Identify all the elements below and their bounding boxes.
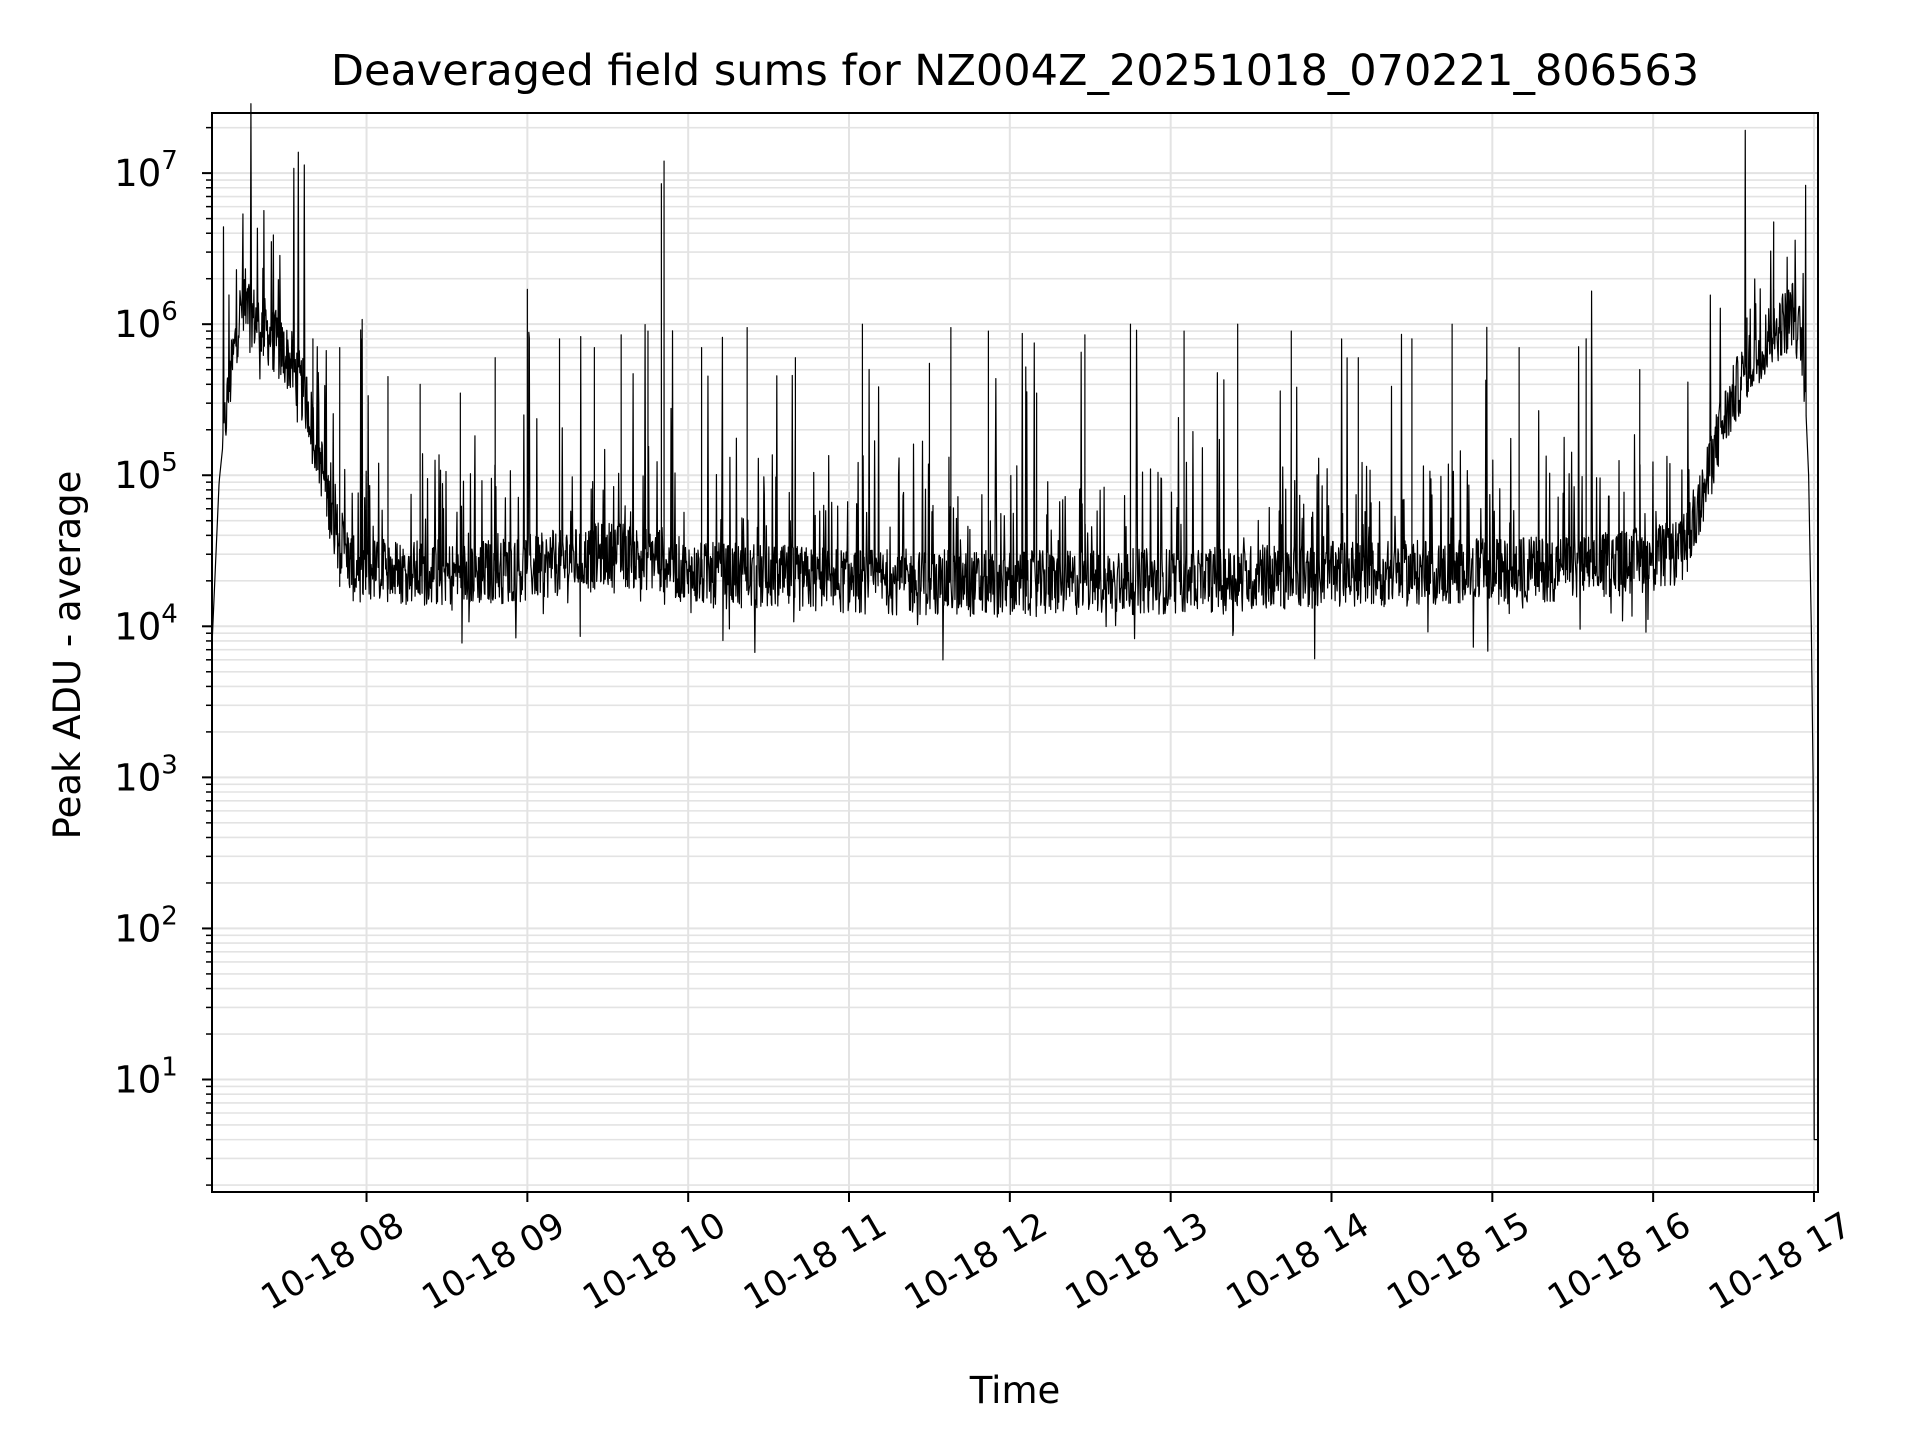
x-axis-label: Time [969,1369,1061,1412]
data-series-line [211,103,1818,1141]
plot-frame [211,112,1819,1193]
x-tick-label: 10-18 10 [576,1205,732,1318]
y-tick-label: 101 [114,1052,178,1101]
x-tick-label: 10-18 14 [1220,1205,1376,1318]
x-tick-label: 10-18 15 [1381,1205,1537,1318]
x-tick-label: 10-18 17 [1702,1205,1858,1318]
chart-title: Deaveraged field sums for NZ004Z_2025101… [331,46,1699,96]
y-axis-label: Peak ADU - average [46,471,89,840]
x-tick-label: 10-18 16 [1541,1205,1697,1318]
x-tick-label: 10-18 11 [737,1205,893,1318]
grid-lines [212,113,1818,1192]
y-tick-label: 104 [114,599,178,648]
y-tick-label: 102 [114,901,178,950]
x-tick-label: 10-18 13 [1059,1205,1215,1318]
y-tick-label: 103 [114,750,178,799]
y-tick-label: 107 [114,146,178,195]
x-tick-label: 10-18 09 [416,1205,572,1318]
data-layer [211,103,1818,1141]
y-tick-label: 105 [114,448,178,497]
x-tick-label: 10-18 12 [898,1205,1054,1318]
x-axis: 10-18 08 10-18 09 10-18 10 10-18 11 10-18 12… [255,1192,1858,1318]
x-tick-label: 10-18 08 [255,1205,411,1318]
y-tick-label: 106 [114,297,178,346]
y-axis: 101 102 103 104 105 106 107 [114,126,212,1186]
